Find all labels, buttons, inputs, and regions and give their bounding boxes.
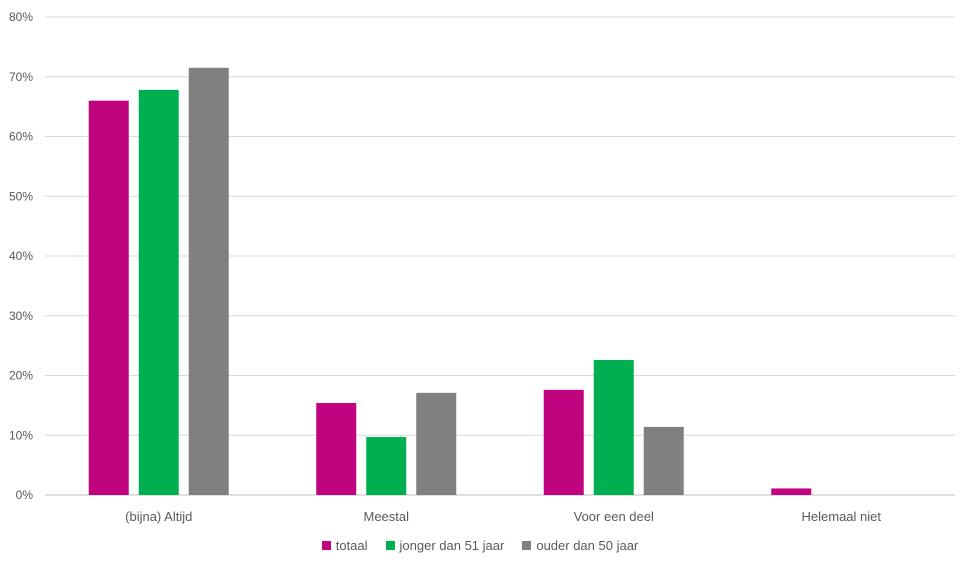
legend-swatch (522, 541, 532, 550)
legend-item: jonger dan 51 jaar (385, 538, 505, 553)
bar (188, 67, 229, 495)
y-tick-label: 20% (9, 369, 33, 383)
bar (771, 488, 812, 495)
legend-swatch (321, 541, 331, 550)
y-tick-label: 60% (9, 130, 33, 144)
y-tick-label: 40% (9, 249, 33, 263)
y-tick-label: 0% (16, 488, 34, 502)
y-tick-label: 80% (9, 10, 33, 24)
y-tick-label: 50% (9, 189, 33, 203)
y-tick-label: 70% (9, 70, 33, 84)
legend: totaal jonger dan 51 jaar ouder dan 50 jaa… (0, 538, 960, 553)
bar (593, 359, 634, 495)
legend-label: jonger dan 51 jaar (399, 538, 505, 553)
bar (543, 389, 584, 495)
legend-item: ouder dan 50 jaar (522, 538, 638, 553)
bar (88, 100, 129, 496)
bar (316, 402, 357, 495)
legend-label: ouder dan 50 jaar (536, 538, 639, 553)
x-category-label: Meestal (363, 509, 409, 524)
x-axis: (bijna) Altijd Meestal Voor een deel Helema… (125, 509, 881, 524)
y-tick-label: 30% (9, 309, 33, 323)
x-category-label: (bijna) Altijd (125, 509, 192, 524)
legend-label: totaal (335, 538, 368, 553)
y-tick-label: 10% (9, 428, 33, 442)
legend-swatch (385, 541, 395, 550)
y-axis: 0% 10% 20% 30% 40% 50% 60% 70% 80% (9, 10, 33, 502)
bar (138, 89, 179, 496)
bar (643, 426, 684, 495)
bar (366, 437, 407, 495)
bars (88, 67, 812, 496)
bar (416, 392, 457, 495)
gridlines (45, 16, 955, 496)
x-category-label: Voor een deel (574, 509, 654, 524)
legend-item: totaal (321, 538, 368, 553)
x-category-label: Helemaal niet (802, 509, 882, 524)
